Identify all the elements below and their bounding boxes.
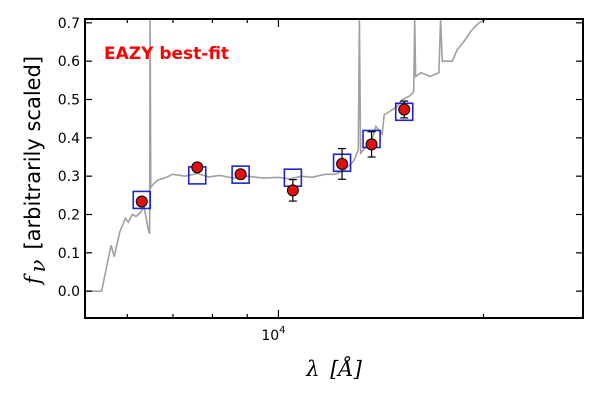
y-axis-subscript: ν <box>26 259 50 272</box>
observed-flux-point-2 <box>234 168 247 181</box>
x-tick-label-0: 104 <box>261 325 285 344</box>
model-flux-square-0 <box>132 190 152 210</box>
y-axis-symbol: f <box>21 273 45 286</box>
plot-frame <box>84 18 584 319</box>
observed-flux-point-6 <box>398 103 411 116</box>
y-tick-label-1: 0.1 <box>58 246 80 262</box>
y-tick-label-2: 0.2 <box>58 208 80 224</box>
x-tick-label-exponent: 4 <box>279 325 285 336</box>
model-flux-square-2 <box>231 165 250 184</box>
annotation-label: EAZY best-fit <box>104 44 229 64</box>
observed-flux-point-5 <box>365 138 378 151</box>
x-tick-label-base: 10 <box>261 328 279 344</box>
observed-flux-point-3 <box>286 184 299 197</box>
observed-flux-point-0 <box>135 195 148 208</box>
observed-flux-point-4 <box>336 157 349 170</box>
observed-photometry-layer <box>135 100 411 208</box>
y-tick-label-5: 0.5 <box>58 93 80 109</box>
y-ticks: 0.0 0.1 0.2 0.3 0.4 0.5 0.6 0.7 <box>58 16 583 300</box>
x-axis-symbol: λ <box>305 357 319 381</box>
y-tick-label-4: 0.4 <box>58 131 80 147</box>
x-ticks: 104 <box>126 19 485 344</box>
y-tick-label-0: 0.0 <box>58 284 80 300</box>
y-tick-label-7: 0.7 <box>58 16 80 32</box>
x-axis-label: λ [Å] <box>305 356 362 381</box>
y-axis-text: [arbitrarily scaled] <box>21 56 45 250</box>
y-tick-label-3: 0.3 <box>58 169 80 185</box>
model-photometry-layer <box>132 102 414 210</box>
x-axis-unit: [Å] <box>330 356 362 381</box>
y-axis-label: f ν [arbitrarily scaled] <box>21 56 50 286</box>
observed-flux-point-1 <box>191 161 204 174</box>
y-tick-label-6: 0.6 <box>58 54 80 70</box>
